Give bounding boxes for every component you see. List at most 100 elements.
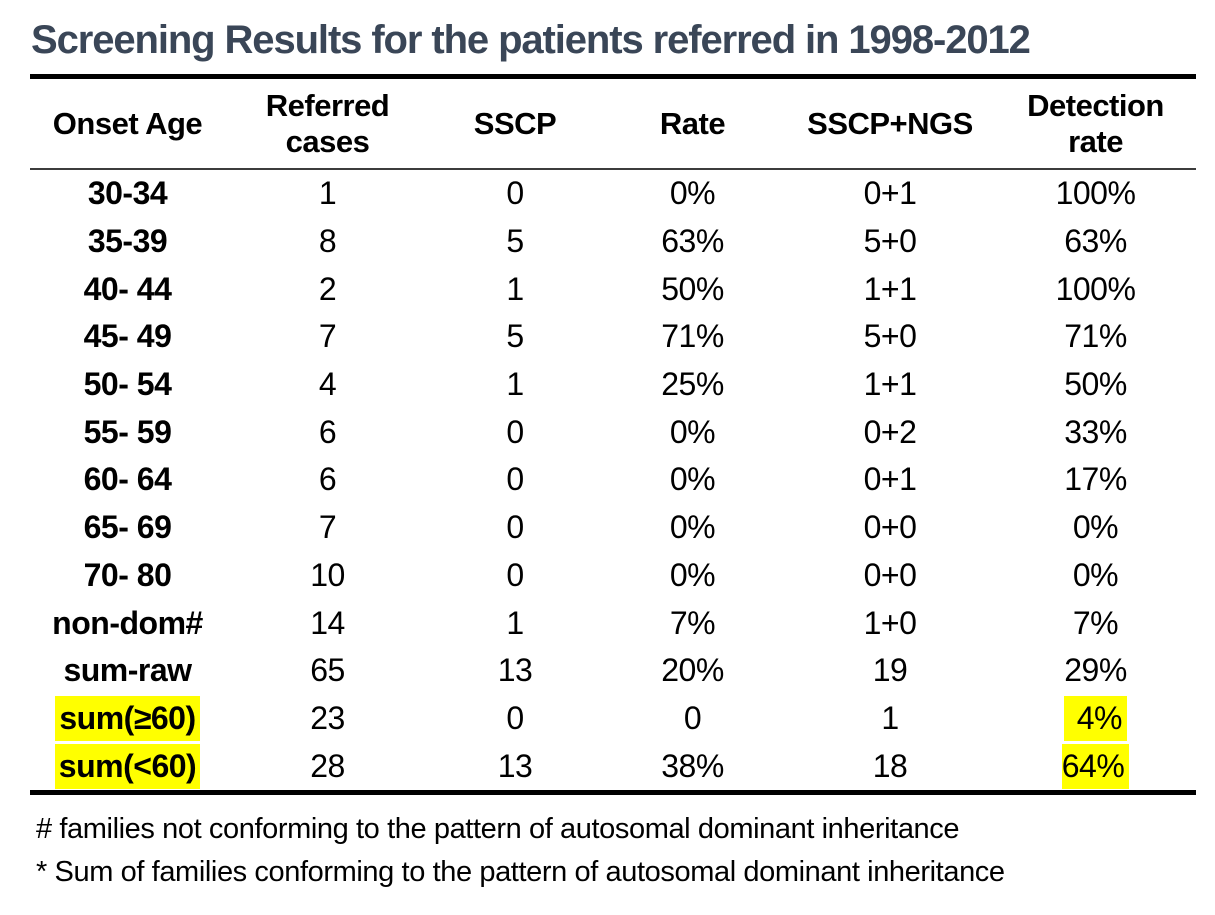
cell-sscp: 0 xyxy=(506,699,524,736)
table-body: 30-34 1 0 0% 0+1 100% 35-39 8 5 63% 5+0 63% 40- 44 2 1… xyxy=(30,169,1196,792)
cell-sscp-ngs: 0+0 xyxy=(863,556,917,593)
footnote-non-dominant: # families not conforming to the pattern… xyxy=(36,812,960,845)
cell-sscp-ngs: 1+1 xyxy=(863,366,917,403)
cell-sscp-ngs: 0+0 xyxy=(863,509,917,546)
cell-rate: 50% xyxy=(661,270,724,307)
cell-rate: 71% xyxy=(661,318,724,355)
cell-detection-rate: 7% xyxy=(1072,604,1119,641)
cell-referred-cases: 65 xyxy=(310,652,345,689)
cell-rate: 38% xyxy=(661,747,724,784)
column-header-sscp: SSCP xyxy=(430,76,600,170)
column-header-detection-rate: Detection rate xyxy=(995,76,1196,170)
cell-detection-rate: 100% xyxy=(1055,270,1136,307)
header-row: Onset Age Referred cases SSCP Rate SSCP+NGS D… xyxy=(30,76,1196,170)
highlighted-value: 64% xyxy=(1061,743,1130,789)
cell-sscp-ngs: 1+0 xyxy=(863,604,917,641)
cell-rate: 7% xyxy=(669,604,716,641)
cell-rate: 0% xyxy=(669,461,716,498)
cell-detection-rate: 64% xyxy=(995,742,1196,792)
cell-onset-age: sum(≥60) xyxy=(30,695,225,743)
cell-rate: 25% xyxy=(661,366,724,403)
cell-sscp-ngs: 18 xyxy=(872,747,908,784)
cell-detection-rate: 50% xyxy=(1064,366,1127,403)
cell-sscp: 0 xyxy=(506,175,524,212)
cell-referred-cases: 28 xyxy=(310,747,345,784)
table-header: Onset Age Referred cases SSCP Rate SSCP+NGS D… xyxy=(30,76,1196,170)
cell-sscp: 0 xyxy=(506,509,524,546)
cell-referred-cases: 8 xyxy=(318,223,337,260)
cell-onset-age: 30-34 xyxy=(87,175,168,212)
cell-onset-age: sum-raw xyxy=(63,652,192,689)
cell-onset-age: 55- 59 xyxy=(83,413,172,450)
table-row: 55- 59 6 0 0% 0+2 33% xyxy=(30,408,1196,456)
footnotes: # families not conforming to the pattern… xyxy=(36,808,1215,894)
cell-onset-age: 70- 80 xyxy=(83,556,172,593)
cell-referred-cases: 10 xyxy=(310,556,345,593)
table-row: 70- 80 10 0 0% 0+0 0% xyxy=(30,552,1196,600)
cell-onset-age: 45- 49 xyxy=(83,318,172,355)
cell-detection-rate: 0% xyxy=(1072,556,1119,593)
cell-onset-age: sum(<60) xyxy=(30,742,225,792)
cell-rate: 0% xyxy=(669,556,716,593)
cell-sscp: 13 xyxy=(497,652,533,689)
cell-referred-cases: 6 xyxy=(318,413,337,450)
cell-onset-age: 35-39 xyxy=(87,223,168,260)
cell-referred-cases: 6 xyxy=(318,461,337,498)
column-header-rate: Rate xyxy=(600,76,785,170)
cell-sscp: 1 xyxy=(506,366,524,403)
table-row: sum(≥60) 23 0 0 1 4% xyxy=(30,695,1196,743)
column-header-onset-age: Onset Age xyxy=(30,76,225,170)
cell-referred-cases: 7 xyxy=(318,318,337,355)
table-row: sum-raw 65 13 20% 19 29% xyxy=(30,647,1196,695)
table-row: 60- 64 6 0 0% 0+1 17% xyxy=(30,456,1196,504)
cell-referred-cases: 7 xyxy=(318,509,337,546)
cell-referred-cases: 14 xyxy=(310,604,345,641)
table-row: 50- 54 4 1 25% 1+1 50% xyxy=(30,361,1196,409)
cell-detection-rate: 29% xyxy=(1064,652,1127,689)
cell-rate: 0% xyxy=(669,413,716,450)
cell-referred-cases: 1 xyxy=(318,175,337,212)
cell-sscp: 1 xyxy=(506,270,524,307)
cell-sscp-ngs: 0+1 xyxy=(863,175,917,212)
cell-onset-age: non-dom# xyxy=(52,604,203,641)
cell-rate: 0% xyxy=(669,175,716,212)
cell-sscp-ngs: 5+0 xyxy=(863,318,917,355)
cell-detection-rate: 17% xyxy=(1064,461,1127,498)
slide-title: Screening Results for the patients refer… xyxy=(31,18,1031,62)
cell-referred-cases: 2 xyxy=(318,270,337,307)
footnote-sum: * Sum of families conforming to the patt… xyxy=(36,855,1005,888)
cell-sscp-ngs: 0+2 xyxy=(863,413,917,450)
cell-sscp: 0 xyxy=(506,461,524,498)
cell-sscp: 1 xyxy=(506,604,524,641)
cell-detection-rate: 0% xyxy=(1072,509,1119,546)
cell-detection-rate: 63% xyxy=(1064,223,1127,260)
cell-onset-age: 50- 54 xyxy=(83,366,172,403)
table-row: 45- 49 7 5 71% 5+0 71% xyxy=(30,313,1196,361)
highlighted-value: sum(<60) xyxy=(54,743,201,789)
cell-sscp-ngs: 1 xyxy=(881,699,899,736)
cell-sscp-ngs: 0+1 xyxy=(863,461,917,498)
cell-onset-age: 60- 64 xyxy=(83,461,172,498)
cell-detection-rate: 33% xyxy=(1064,413,1127,450)
results-table: Onset Age Referred cases SSCP Rate SSCP+NGS D… xyxy=(30,74,1196,795)
cell-sscp: 0 xyxy=(506,556,524,593)
cell-rate: 20% xyxy=(661,652,724,689)
cell-detection-rate: 71% xyxy=(1064,318,1127,355)
cell-sscp: 5 xyxy=(506,223,524,260)
column-header-sscp-ngs: SSCP+NGS xyxy=(785,76,995,170)
table-row: 40- 44 2 1 50% 1+1 100% xyxy=(30,265,1196,313)
cell-onset-age: 65- 69 xyxy=(83,509,172,546)
highlighted-value: sum(≥60) xyxy=(55,695,200,741)
cell-sscp: 0 xyxy=(506,413,524,450)
cell-detection-rate: 4% xyxy=(995,695,1196,743)
cell-sscp-ngs: 1+1 xyxy=(863,270,917,307)
table-row: non-dom# 14 1 7% 1+0 7% xyxy=(30,599,1196,647)
cell-detection-rate: 100% xyxy=(1055,175,1136,212)
cell-sscp-ngs: 5+0 xyxy=(863,223,917,260)
cell-rate: 63% xyxy=(661,223,724,260)
cell-referred-cases: 23 xyxy=(310,699,345,736)
highlighted-value: 4% xyxy=(1064,695,1127,741)
table-row: sum(<60) 28 13 38% 18 64% xyxy=(30,742,1196,792)
table-row: 30-34 1 0 0% 0+1 100% xyxy=(30,169,1196,218)
